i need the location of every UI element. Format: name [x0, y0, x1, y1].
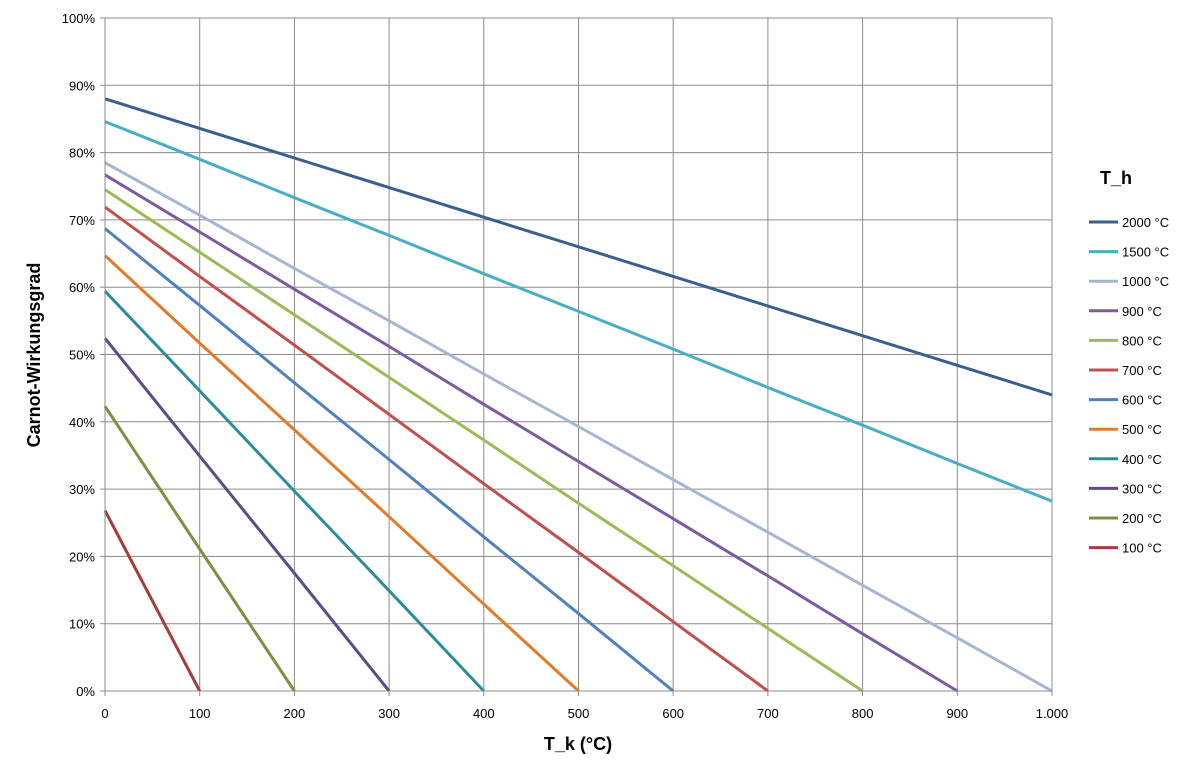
legend: T_h 2000 °C 1500 °C 1000 °C 900 °C 800 °C 700…	[1089, 168, 1169, 556]
legend-label: 1000 °C	[1122, 274, 1169, 289]
x-tick-label: 700	[757, 706, 779, 721]
legend-title: T_h	[1100, 168, 1132, 188]
legend-label: 300 °C	[1122, 481, 1162, 496]
y-tick-label: 0%	[76, 684, 95, 699]
series-line-800c	[104, 188, 864, 693]
series-line-700c	[104, 205, 769, 693]
y-tick-label: 50%	[69, 348, 95, 363]
series-line-400c	[103, 290, 485, 693]
series-line-500c	[103, 254, 580, 693]
y-tick-label: 20%	[69, 549, 95, 564]
y-axis-title: Carnot-Wirkungsgrad	[24, 263, 44, 448]
series-line-600c	[104, 227, 675, 693]
y-tick-label: 40%	[69, 415, 95, 430]
series-line-1000c	[104, 161, 1053, 693]
y-tick-label: 30%	[69, 482, 95, 497]
x-tick-label: 500	[568, 706, 590, 721]
legend-label: 1500 °C	[1122, 245, 1169, 260]
legend-label: 400 °C	[1122, 452, 1162, 467]
series-line-100c	[103, 509, 202, 692]
legend-label: 2000 °C	[1122, 215, 1169, 230]
y-tick-label: 80%	[69, 146, 95, 161]
series-line-1500c	[104, 120, 1053, 503]
y-tick-label: 70%	[69, 213, 95, 228]
series-line-200c	[103, 405, 296, 692]
x-tick-label: 900	[946, 706, 968, 721]
x-tick-label: 0	[101, 706, 108, 721]
y-tick-label: 90%	[69, 78, 95, 93]
x-tick-label: 200	[284, 706, 306, 721]
legend-label: 600 °C	[1122, 393, 1162, 408]
y-tick-label: 60%	[69, 280, 95, 295]
x-tick-label: 100	[189, 706, 211, 721]
x-tick-label: 1.000	[1036, 706, 1069, 721]
series-line-2000c	[104, 97, 1053, 397]
series-line-300c	[103, 337, 391, 692]
legend-label: 900 °C	[1122, 304, 1162, 319]
legend-label: 500 °C	[1122, 422, 1162, 437]
x-axis-title: T_k (°C)	[544, 734, 612, 754]
y-tick-label: 10%	[69, 617, 95, 632]
x-tick-label: 400	[473, 706, 495, 721]
y-tick-label: 100%	[62, 11, 96, 26]
x-tick-label: 800	[852, 706, 874, 721]
legend-label: 200 °C	[1122, 511, 1162, 526]
x-tick-label: 600	[662, 706, 684, 721]
legend-label: 700 °C	[1122, 363, 1162, 378]
legend-label: 100 °C	[1122, 541, 1162, 556]
series-lines	[103, 97, 1053, 693]
axes: 0% 10% 20% 30% 40% 50% 60% 70% 80% 90% 100% 0 100 200…	[62, 11, 1069, 721]
legend-label: 800 °C	[1122, 333, 1162, 348]
x-tick-label: 300	[378, 706, 400, 721]
series-line-900c	[104, 173, 959, 693]
